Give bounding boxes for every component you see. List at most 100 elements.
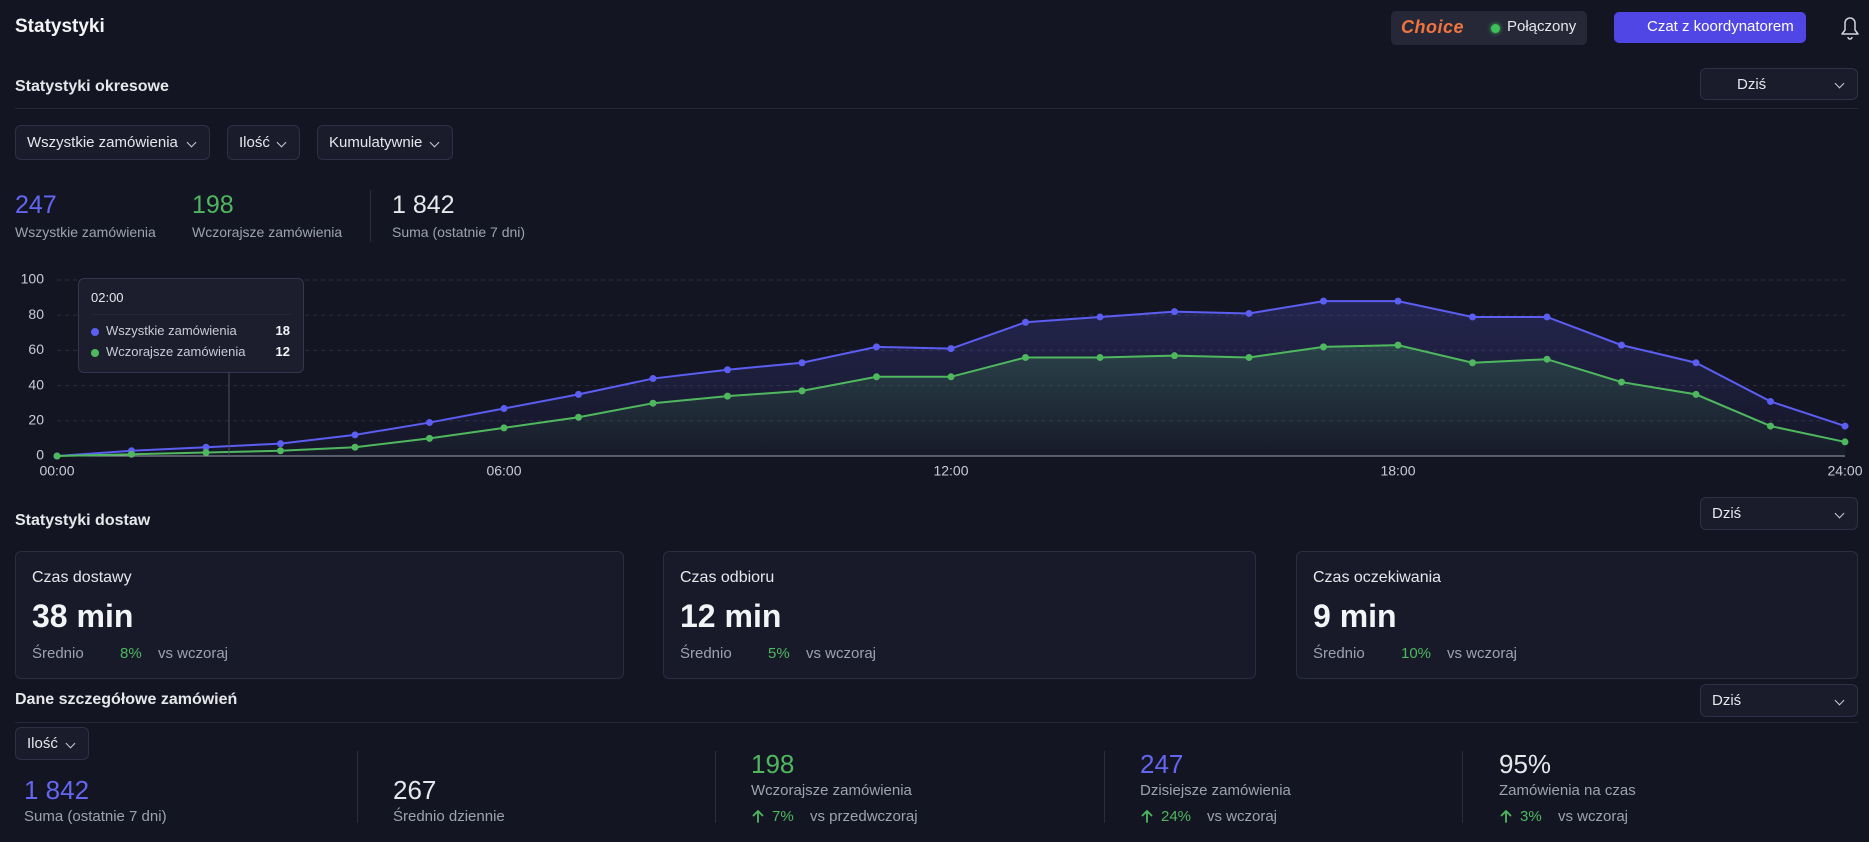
series-point (1469, 359, 1476, 367)
series-point (500, 424, 508, 432)
card-title: Czas oczekiwania (1313, 569, 1442, 586)
card-change: 5% (768, 645, 790, 662)
dropdown-label: Wszystkie zamówienia (27, 134, 178, 151)
page-title: Statystyki (15, 16, 105, 37)
series-point (1469, 313, 1476, 321)
card-compare: vs wczoraj (806, 645, 877, 662)
series-point (873, 343, 880, 351)
series-point (873, 373, 880, 381)
series-point (798, 359, 806, 367)
stat-compare: vs wczoraj (1558, 808, 1629, 825)
tooltip (78, 278, 304, 373)
series-point (575, 390, 582, 398)
series-point (1096, 313, 1104, 321)
status-badge (1391, 11, 1587, 45)
filter-dropdown[interactable]: Ilość (227, 125, 300, 160)
stat-value: 95% (1499, 749, 1552, 779)
stat-value: 267 (393, 775, 437, 805)
stat-value: 198 (192, 191, 234, 219)
series-point (1171, 352, 1178, 360)
card-value: 9 min (1313, 598, 1397, 634)
x-tick-label: 12:00 (933, 463, 968, 479)
metric-card (15, 551, 624, 679)
series-point (649, 375, 657, 383)
card-compare: vs wczoraj (158, 645, 229, 662)
card-change: 10% (1401, 645, 1432, 662)
stat-divider (1104, 751, 1105, 823)
status-text: Połączony (1507, 18, 1577, 35)
tooltip-title: 02:00 (91, 290, 124, 305)
period-dropdown[interactable]: Dziś (1700, 684, 1858, 717)
stat-label: Suma (ostatnie 7 dni) (24, 808, 167, 825)
stat-label: Suma (ostatnie 7 dni) (392, 224, 526, 240)
series-point (724, 366, 731, 374)
chevron (186, 137, 197, 147)
card-caption: Średnio (1313, 645, 1365, 662)
series-point (1394, 297, 1402, 305)
x-tick-label: 24:00 (1827, 463, 1862, 479)
stat-compare: vs wczoraj (1207, 808, 1278, 825)
stat-divider (357, 751, 358, 823)
y-tick-label: 100 (21, 271, 45, 287)
dropdown-label: Ilość (27, 735, 58, 752)
series-point (202, 448, 210, 456)
section-title: Dane szczegółowe zamówień (15, 691, 238, 708)
series-point (1096, 353, 1104, 361)
trend-arrow (1141, 810, 1153, 823)
tooltip-dot (91, 349, 99, 357)
period-dropdown[interactable]: Dziś (1700, 497, 1858, 530)
chevron (65, 738, 76, 748)
section-title: Statystyki okresowe (15, 78, 169, 95)
series-point (1022, 353, 1029, 361)
metric-card (663, 551, 1256, 679)
stat-label: Wczorajsze zamówienia (751, 782, 912, 799)
stat-compare: vs przedwczoraj (810, 808, 918, 825)
chevron (1834, 508, 1845, 518)
trend-arrow (752, 810, 764, 823)
series-point (1543, 313, 1551, 321)
series-point (1841, 422, 1849, 430)
series-point (947, 373, 955, 381)
series-point (1320, 297, 1327, 305)
card-value: 12 min (680, 598, 782, 634)
series-point (1767, 397, 1774, 405)
metric-card (1296, 551, 1858, 679)
series-point (1692, 359, 1700, 367)
tooltip-value: 18 (275, 323, 290, 338)
trend-arrow (1500, 810, 1512, 823)
stat-label: Dzisiejsze zamówienia (1140, 782, 1291, 799)
series-point (426, 434, 433, 442)
tooltip-series: Wszystkie zamówienia (106, 323, 237, 338)
stat-change: 7% (772, 808, 794, 825)
series-point (798, 387, 806, 395)
card-caption: Średnio (680, 645, 732, 662)
series-point (1543, 355, 1551, 363)
y-tick-label: 20 (28, 412, 44, 428)
filter-dropdown[interactable]: Ilość (15, 727, 89, 760)
series-point (1767, 422, 1774, 430)
filter-dropdown[interactable]: Kumulatywnie (317, 125, 453, 160)
series-point (202, 443, 210, 451)
card-compare: vs wczoraj (1447, 645, 1518, 662)
series-point (1245, 309, 1253, 317)
series-point (1245, 353, 1253, 361)
stat-label: Średnio dziennie (393, 808, 505, 825)
series-point (1320, 343, 1327, 351)
chevron (1834, 695, 1845, 705)
stat-label: Zamówienia na czas (1499, 782, 1636, 799)
period-dropdown[interactable]: Dziś (1700, 68, 1858, 100)
chat-button[interactable] (1614, 12, 1806, 43)
divider (15, 722, 1858, 723)
bell-icon (1841, 17, 1859, 40)
chat-button-label: Czat z koordynatorem (1647, 18, 1794, 35)
tooltip-dot (91, 328, 99, 336)
series-point (1022, 318, 1029, 326)
series-point (724, 392, 731, 400)
filter-dropdown[interactable]: Wszystkie zamówienia (15, 125, 210, 160)
brand-logo: Choice (1401, 17, 1465, 37)
tooltip-rule (91, 314, 291, 315)
stat-divider (370, 190, 371, 242)
stat-change: 3% (1520, 808, 1542, 825)
series-point (53, 452, 61, 460)
